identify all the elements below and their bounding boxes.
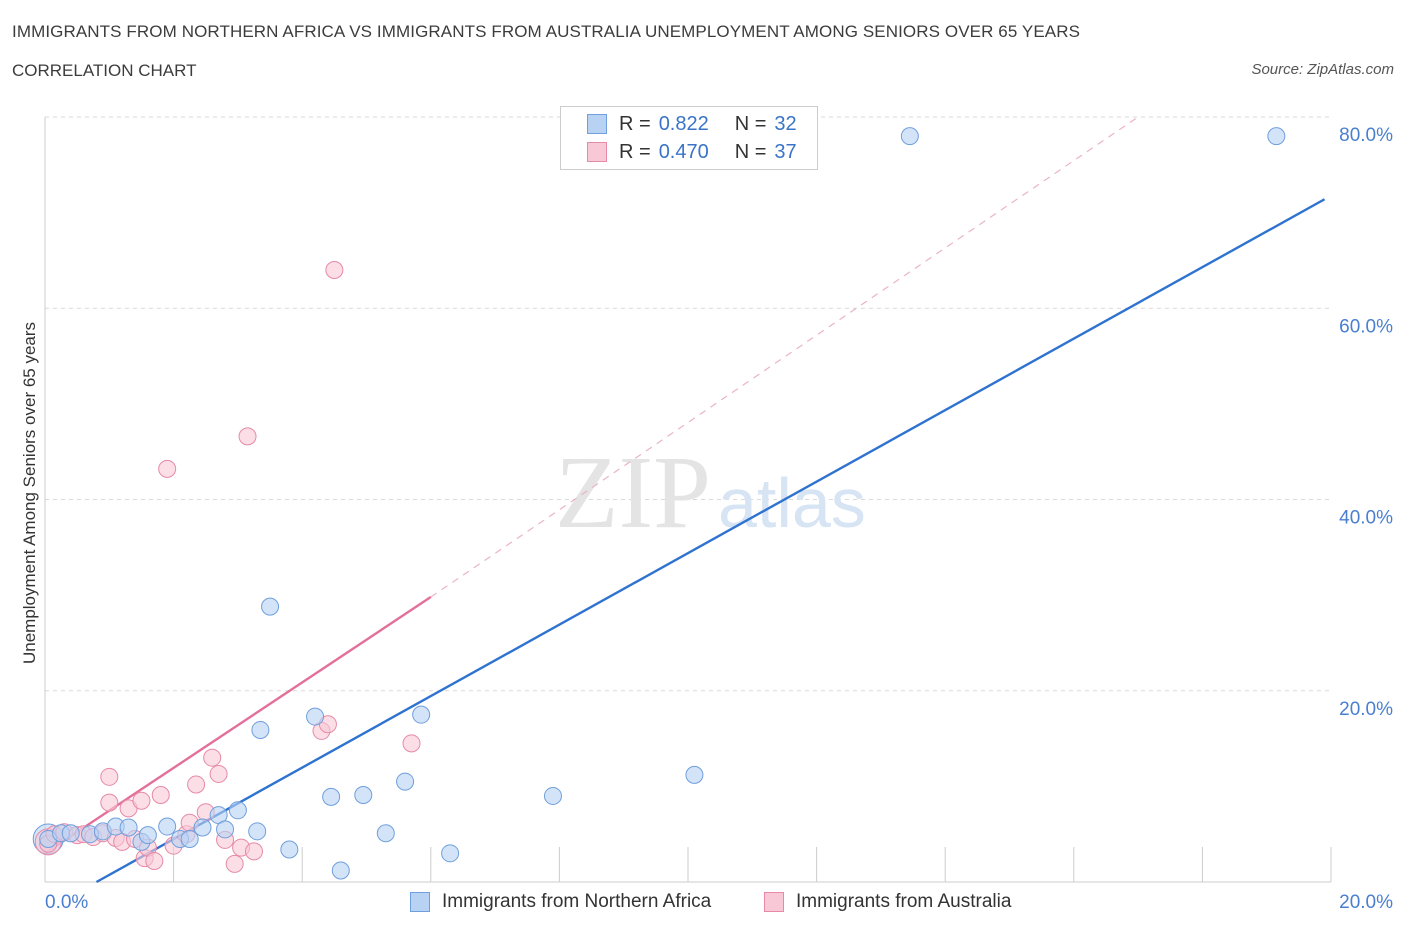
legend-r-value: 0.822 xyxy=(658,112,709,135)
data-point-australia xyxy=(203,748,222,767)
x-tick-label: 0.0% xyxy=(45,892,88,913)
data-point-northern-africa xyxy=(280,840,299,859)
y-tick-label: 60.0% xyxy=(1339,316,1393,337)
data-point-northern-africa xyxy=(138,826,157,845)
chart-title: IMMIGRANTS FROM NORTHERN AFRICA VS IMMIG… xyxy=(12,22,1081,41)
data-point-australia xyxy=(187,775,206,794)
bottom-legend-northern-africa: Immigrants from Northern Africa xyxy=(410,890,711,914)
grid-layer xyxy=(45,116,1331,692)
data-point-northern-africa xyxy=(261,597,280,616)
x-tick-label: 20.0% xyxy=(1339,892,1393,913)
chart-subtitle: CORRELATION CHART xyxy=(12,61,197,80)
watermark-atlas: atlas xyxy=(718,464,866,542)
data-point-northern-africa xyxy=(354,785,373,804)
legend-swatch-blue xyxy=(587,114,607,134)
legend-series-label: Immigrants from Northern Africa xyxy=(442,891,712,912)
data-point-northern-africa xyxy=(248,822,267,841)
bottom-legend-australia: Immigrants from Australia xyxy=(764,890,1011,914)
y-axis-label: Unemployment Among Seniors over 65 years xyxy=(20,321,39,665)
y-tick-label: 80.0% xyxy=(1339,125,1393,146)
data-point-northern-africa xyxy=(441,844,460,863)
data-point-australia xyxy=(209,764,228,783)
legend-r-label: R = xyxy=(619,140,651,163)
legend-n-label: N = xyxy=(734,140,767,163)
data-point-australia xyxy=(132,791,151,810)
legend-row-northern-africa: R = 0.822 N = 32 xyxy=(587,112,797,136)
y-tick-label: 40.0% xyxy=(1339,508,1393,529)
data-point-northern-africa xyxy=(331,861,350,880)
legend-swatch-pink xyxy=(587,142,607,162)
data-point-northern-africa xyxy=(396,772,415,791)
data-point-australia xyxy=(325,261,344,279)
trend-line-northern-africa xyxy=(95,198,1326,884)
data-point-northern-africa xyxy=(306,707,325,726)
data-point-northern-africa xyxy=(900,127,919,146)
data-point-northern-africa xyxy=(119,818,138,837)
data-point-australia xyxy=(225,854,244,873)
data-point-northern-africa xyxy=(251,720,270,739)
data-point-northern-africa xyxy=(158,817,177,836)
data-point-australia xyxy=(244,842,263,861)
legend-series-label: Immigrants from Australia xyxy=(796,891,1012,912)
tick-label-layer: 20.0% 40.0% 60.0% 80.0% 0.0% 20.0% xyxy=(45,125,1393,913)
legend-r-label: R = xyxy=(619,112,651,135)
points-layer xyxy=(32,127,1286,880)
correlation-legend: R = 0.822 N = 32 R = 0.470 N = 37 xyxy=(560,106,818,170)
legend-n-value: 32 xyxy=(774,112,797,135)
data-point-northern-africa xyxy=(543,786,562,805)
data-point-australia xyxy=(100,793,119,812)
legend-swatch-blue xyxy=(410,892,430,912)
data-point-australia xyxy=(145,851,164,870)
data-point-australia xyxy=(402,734,421,753)
legend-r-value: 0.470 xyxy=(658,140,709,163)
y-tick-label: 20.0% xyxy=(1339,699,1393,720)
legend-n-value: 37 xyxy=(774,140,797,163)
data-point-northern-africa xyxy=(685,765,704,784)
axis-layer xyxy=(44,117,1332,883)
data-point-northern-africa xyxy=(412,705,431,724)
data-point-australia xyxy=(158,459,177,478)
chart-source: Source: ZipAtlas.com xyxy=(1251,61,1394,78)
legend-n-label: N = xyxy=(734,112,767,135)
data-point-northern-africa xyxy=(228,801,247,820)
legend-row-australia: R = 0.470 N = 37 xyxy=(587,140,797,164)
legend-swatch-pink xyxy=(764,892,784,912)
data-point-australia xyxy=(151,785,170,804)
data-point-northern-africa xyxy=(61,824,80,843)
data-point-northern-africa xyxy=(1267,127,1286,146)
data-point-northern-africa xyxy=(216,820,235,839)
data-point-northern-africa xyxy=(193,818,212,837)
data-point-australia xyxy=(238,427,257,446)
watermark: ZIP atlas xyxy=(555,435,866,550)
data-point-northern-africa xyxy=(376,824,395,843)
data-point-australia xyxy=(100,767,119,786)
watermark-zip: ZIP xyxy=(555,435,711,550)
data-point-northern-africa xyxy=(322,787,341,806)
data-point-northern-africa xyxy=(180,829,199,848)
